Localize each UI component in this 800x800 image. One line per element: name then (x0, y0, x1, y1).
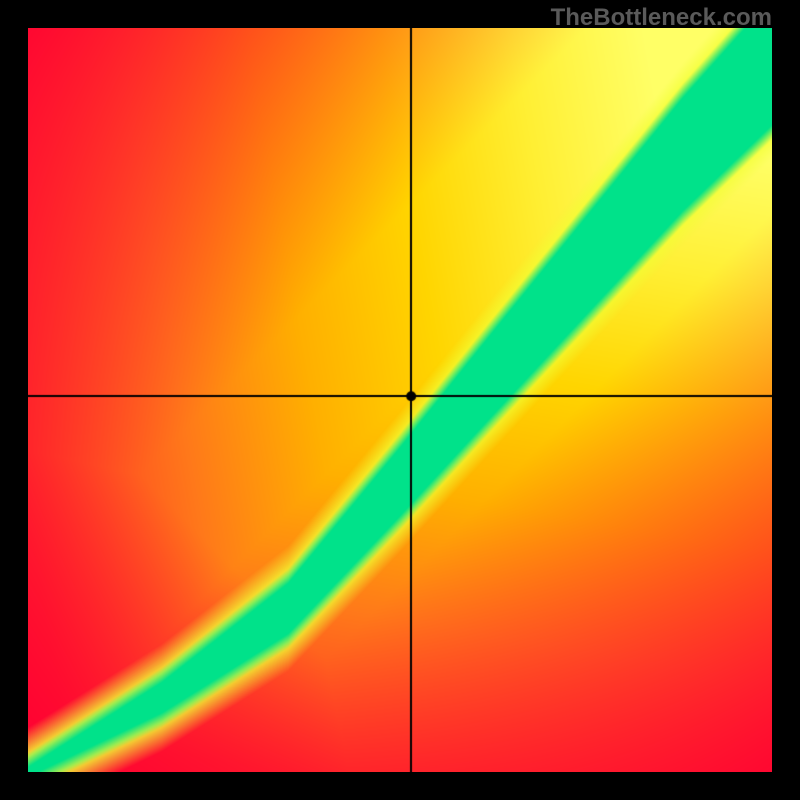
chart-container: TheBottleneck.com (0, 0, 800, 800)
bottleneck-heatmap (28, 28, 772, 772)
